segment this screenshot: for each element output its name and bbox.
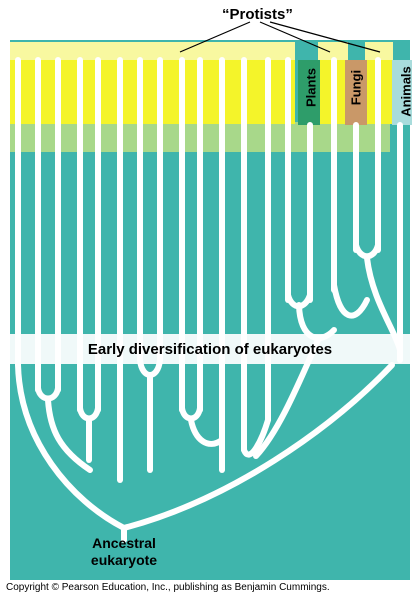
fungi-label: Fungi [349, 63, 364, 113]
plants-label: Plants [304, 63, 319, 113]
copyright-text: Copyright © Pearson Education, Inc., pub… [6, 582, 330, 593]
protist-header-strip [10, 42, 295, 60]
animals-label: Animals [399, 65, 414, 119]
early-diversification-label: Early diversification of eukaryotes [0, 341, 420, 358]
ancestral-eukaryote-label: Ancestral eukaryote [74, 535, 174, 569]
protists-label: “Protists” [222, 6, 293, 23]
protist-block-main [10, 60, 295, 124]
